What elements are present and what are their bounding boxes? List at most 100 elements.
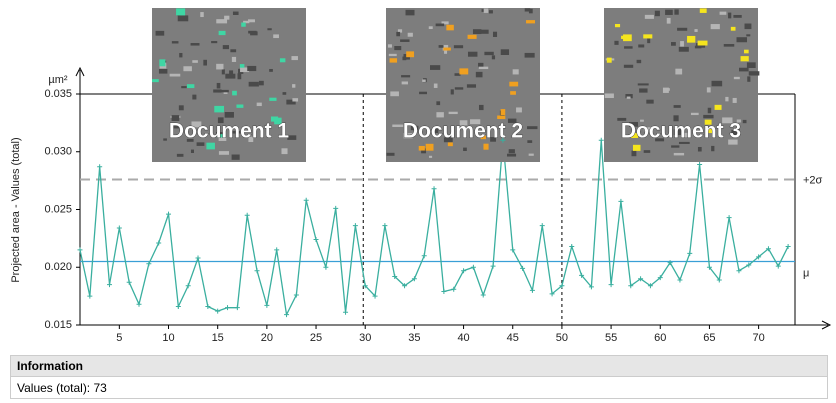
data-point (323, 264, 329, 270)
grain (643, 127, 654, 132)
y-unit: µm² (48, 74, 68, 86)
x-tick-label: 5 (116, 332, 122, 344)
grain (405, 9, 415, 16)
data-point (461, 268, 467, 274)
grain (491, 55, 496, 60)
grain (386, 152, 395, 156)
grain (604, 93, 614, 99)
x-tick-label: 20 (261, 332, 273, 344)
grain (746, 34, 751, 37)
grain (500, 49, 510, 55)
data-point (402, 283, 408, 289)
data-point (313, 237, 319, 243)
reference-label: μ (803, 267, 809, 279)
grain (191, 121, 202, 128)
grain (203, 59, 207, 66)
grain (433, 83, 438, 88)
particle (236, 104, 244, 108)
grain (637, 83, 649, 86)
y-tick-label: 0.035 (44, 88, 72, 100)
grain (673, 115, 679, 122)
data-point (421, 253, 427, 259)
info-panel: Information Values (total): 73 (10, 355, 828, 399)
grain (286, 99, 296, 105)
grain (631, 150, 637, 157)
grain (470, 119, 481, 125)
grain (218, 137, 227, 141)
particle (389, 58, 398, 63)
grain (177, 15, 189, 22)
data-point (293, 292, 299, 298)
grain (407, 32, 413, 37)
data-point (205, 304, 211, 310)
particle (730, 26, 736, 31)
data-point (716, 277, 722, 283)
x-tick-label: 40 (457, 332, 469, 344)
particle (510, 91, 516, 95)
grain (472, 29, 482, 35)
particle (643, 34, 653, 39)
grain (217, 117, 224, 124)
data-point (441, 289, 447, 295)
particle (239, 64, 245, 68)
particle (704, 119, 712, 125)
particle (425, 143, 434, 151)
particle (176, 8, 186, 16)
data-point (697, 161, 703, 167)
grain (247, 19, 255, 23)
series-line (79, 140, 789, 317)
grain (671, 42, 676, 46)
particle (447, 142, 453, 147)
grain (731, 129, 738, 136)
grain (181, 86, 187, 89)
grain (644, 14, 654, 19)
particle (705, 129, 716, 134)
particle (697, 40, 708, 46)
data-point (166, 211, 172, 217)
data-point (559, 283, 565, 289)
grain (463, 147, 467, 151)
data-point (765, 246, 771, 252)
grain (467, 51, 478, 57)
reference-label: +2σ (803, 174, 823, 186)
particle (152, 79, 159, 83)
grain (394, 46, 402, 51)
grain (403, 133, 413, 139)
grain (190, 43, 200, 46)
grain (490, 137, 496, 142)
grain (170, 125, 181, 129)
grain (421, 148, 427, 154)
grain (248, 136, 254, 143)
grain (400, 39, 410, 42)
grain (625, 94, 633, 99)
grain (711, 145, 715, 152)
grain (674, 9, 679, 15)
grain (481, 9, 485, 12)
grain (155, 30, 165, 36)
grain (422, 79, 426, 82)
grain (428, 26, 433, 30)
particle (480, 135, 486, 140)
grain (247, 65, 257, 72)
grain (524, 52, 535, 58)
data-point (382, 223, 388, 229)
particle (159, 59, 166, 67)
data-point (500, 137, 506, 143)
grain (654, 10, 660, 17)
data-point (451, 286, 457, 292)
grain (231, 56, 237, 62)
grain (390, 91, 399, 97)
grain (639, 88, 648, 93)
particle (614, 23, 621, 28)
data-point (244, 212, 250, 218)
data-point (569, 243, 575, 249)
grain (436, 101, 441, 106)
grain (431, 128, 439, 133)
grain (292, 84, 296, 88)
grain (218, 151, 230, 155)
data-point (431, 186, 437, 192)
documents: Document 1 Document 2 Document 3 (152, 8, 760, 162)
particle (497, 115, 506, 120)
grain (636, 59, 642, 64)
